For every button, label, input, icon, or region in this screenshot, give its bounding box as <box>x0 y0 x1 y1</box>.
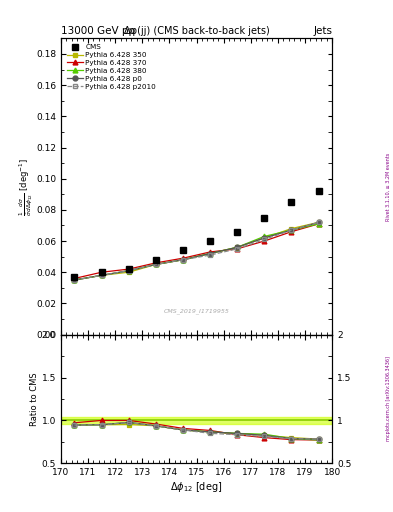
Y-axis label: Ratio to CMS: Ratio to CMS <box>30 372 39 426</box>
Bar <box>61 417 332 424</box>
Title: Δφ(jj) (CMS back-to-back jets): Δφ(jj) (CMS back-to-back jets) <box>124 26 269 36</box>
Y-axis label: $\frac{1}{\bar{\sigma}}\frac{d\sigma}{d\Delta\phi_{12}}$ [deg$^{-1}$]: $\frac{1}{\bar{\sigma}}\frac{d\sigma}{d\… <box>17 158 35 216</box>
Text: CMS_2019_I1719955: CMS_2019_I1719955 <box>163 308 230 314</box>
Legend: CMS, Pythia 6.428 350, Pythia 6.428 370, Pythia 6.428 380, Pythia 6.428 p0, Pyth: CMS, Pythia 6.428 350, Pythia 6.428 370,… <box>64 42 158 92</box>
Text: Jets: Jets <box>313 26 332 36</box>
X-axis label: $\Delta\phi_{12}$ [deg]: $\Delta\phi_{12}$ [deg] <box>170 480 223 494</box>
Text: 13000 GeV pp: 13000 GeV pp <box>61 26 135 36</box>
Text: mcplots.cern.ch [arXiv:1306.3436]: mcplots.cern.ch [arXiv:1306.3436] <box>386 356 391 441</box>
Text: Rivet 3.1.10, ≥ 3.2M events: Rivet 3.1.10, ≥ 3.2M events <box>386 153 391 221</box>
